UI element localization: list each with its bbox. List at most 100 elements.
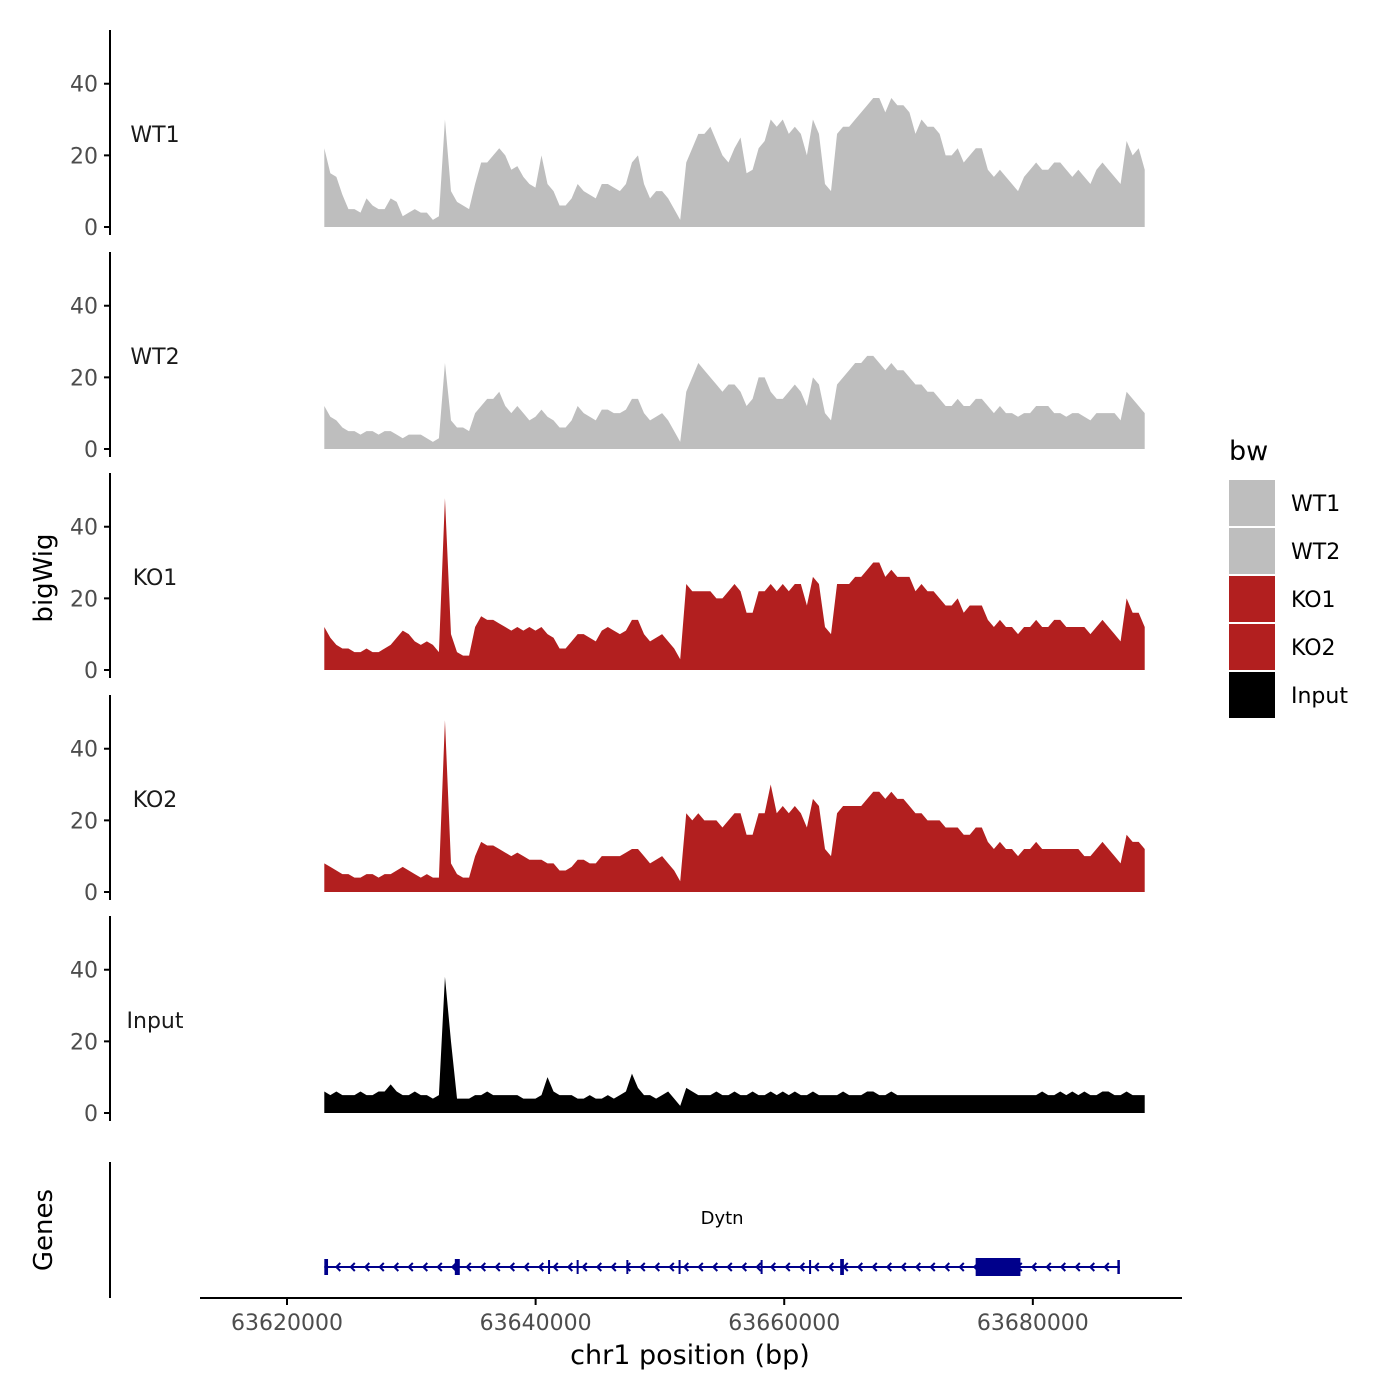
y-tick-label: 0 xyxy=(84,216,98,241)
legend-item-input: Input xyxy=(1229,672,1348,718)
panel-wt1: 0 20 40 WT1 xyxy=(70,30,1145,241)
track-label-wt1: WT1 xyxy=(130,123,179,148)
strand-arrow xyxy=(885,1262,893,1272)
y-tick-label: 0 xyxy=(84,659,98,684)
gene-exon xyxy=(454,1259,460,1275)
x-axis: 63620000 63640000 63660000 63680000 chr1 po… xyxy=(200,1297,1182,1371)
legend-item-ko1: KO1 xyxy=(1229,576,1336,622)
strand-arrow xyxy=(392,1262,400,1272)
x-tick-label: 63640000 xyxy=(480,1311,592,1336)
strand-arrow xyxy=(929,1262,936,1272)
legend-label: KO1 xyxy=(1291,588,1336,613)
strand-arrow xyxy=(856,1262,864,1272)
legend-swatch xyxy=(1229,576,1275,622)
y-tick-label: 40 xyxy=(70,516,98,541)
legend-swatch xyxy=(1229,480,1275,526)
strand-arrow xyxy=(755,1262,762,1272)
y-tick-label: 40 xyxy=(70,73,98,98)
gene-exon xyxy=(809,1260,812,1274)
strand-arrow xyxy=(871,1262,878,1272)
legend: bw WT1 WT2 KO1 KO2 Input xyxy=(1229,436,1348,718)
genes-track-label: Genes xyxy=(29,1189,59,1271)
signal-area-ko2 xyxy=(324,720,1145,892)
legend-swatch xyxy=(1229,672,1275,718)
strand-arrow xyxy=(421,1262,429,1272)
strand-arrow xyxy=(726,1262,733,1272)
strand-arrow xyxy=(378,1262,385,1272)
legend-item-wt2: WT2 xyxy=(1229,528,1340,574)
track-label-ko2: KO2 xyxy=(133,788,178,813)
strand-arrow xyxy=(711,1262,719,1272)
x-tick-label: 63660000 xyxy=(728,1311,840,1336)
strand-arrow xyxy=(610,1262,617,1272)
strand-arrow xyxy=(668,1262,675,1272)
track-label-wt2: WT2 xyxy=(130,345,179,370)
legend-label: KO2 xyxy=(1291,636,1336,661)
strand-arrow xyxy=(827,1262,835,1272)
gene-name-label: Dytn xyxy=(701,1208,744,1229)
strand-arrow xyxy=(769,1262,777,1272)
gene-exons xyxy=(324,1258,1120,1276)
legend-title: bw xyxy=(1229,436,1268,467)
strand-arrow xyxy=(624,1262,632,1272)
x-axis-title: chr1 position (bp) xyxy=(570,1340,810,1371)
gene-exon xyxy=(324,1259,329,1275)
legend-items: WT1 WT2 KO1 KO2 Input xyxy=(1229,480,1348,718)
gene-exon xyxy=(576,1260,579,1274)
strand-arrow xyxy=(523,1262,530,1272)
signal-area-wt2 xyxy=(324,355,1145,449)
strand-arrow xyxy=(798,1262,806,1272)
signal-area-ko1 xyxy=(324,498,1145,670)
panel-ko1: 0 20 40 KO1 xyxy=(70,473,1145,684)
strand-arrow xyxy=(697,1262,704,1272)
y-tick-label: 40 xyxy=(70,295,98,320)
y-tick-label: 0 xyxy=(84,1102,98,1127)
strand-arrow xyxy=(349,1262,356,1272)
strand-arrow xyxy=(334,1262,342,1272)
strand-arrow xyxy=(1030,1262,1038,1272)
signal-panels: 0 20 40 WT1 0 20 40 WT2 0 20 40 KO1 0 20 40 KO2 0 20 40 Inp… xyxy=(70,30,1145,1127)
strand-arrow xyxy=(581,1262,588,1272)
panel-ko2: 0 20 40 KO2 xyxy=(70,695,1145,906)
strand-arrow xyxy=(653,1262,661,1272)
strand-arrow xyxy=(407,1262,414,1272)
strand-arrow xyxy=(943,1262,951,1272)
y-tick-label: 20 xyxy=(70,366,98,391)
strand-arrow xyxy=(595,1262,603,1272)
strand-arrow xyxy=(1059,1262,1067,1272)
gene-exon xyxy=(1117,1260,1120,1274)
strand-arrow xyxy=(566,1262,574,1272)
strand-arrow xyxy=(900,1262,907,1272)
strand-arrow xyxy=(1074,1262,1081,1272)
strand-arrow xyxy=(494,1262,501,1272)
gene-strand-arrows xyxy=(334,1262,1110,1272)
panel-input: 0 20 40 Input xyxy=(70,916,1145,1127)
strand-arrow xyxy=(914,1262,922,1272)
strand-arrow xyxy=(784,1262,791,1272)
strand-arrow xyxy=(740,1262,748,1272)
y-tick-label: 0 xyxy=(84,438,98,463)
x-axis-ticks: 63620000 63640000 63660000 63680000 xyxy=(231,1298,1089,1336)
track-label-input: Input xyxy=(127,1009,184,1034)
y-tick-label: 20 xyxy=(70,809,98,834)
strand-arrow xyxy=(958,1262,965,1272)
panel-wt2: 0 20 40 WT2 xyxy=(70,252,1145,463)
legend-label: WT2 xyxy=(1291,540,1340,565)
gene-exon xyxy=(548,1260,551,1274)
y-tick-label: 0 xyxy=(84,881,98,906)
y-tick-label: 20 xyxy=(70,144,98,169)
legend-swatch xyxy=(1229,624,1275,670)
strand-arrow xyxy=(508,1262,516,1272)
legend-label: Input xyxy=(1291,684,1348,709)
y-tick-label: 40 xyxy=(70,738,98,763)
legend-label: WT1 xyxy=(1291,492,1340,517)
strand-arrow xyxy=(1088,1262,1096,1272)
strand-arrow xyxy=(1045,1262,1052,1272)
y-tick-label: 20 xyxy=(70,1030,98,1055)
strand-arrow xyxy=(465,1262,472,1272)
strand-arrow xyxy=(639,1262,646,1272)
strand-arrow xyxy=(682,1262,690,1272)
gene-exon xyxy=(760,1260,763,1274)
genes-panel: Dytn Genes xyxy=(29,1162,1120,1298)
gene-exon xyxy=(678,1260,681,1274)
